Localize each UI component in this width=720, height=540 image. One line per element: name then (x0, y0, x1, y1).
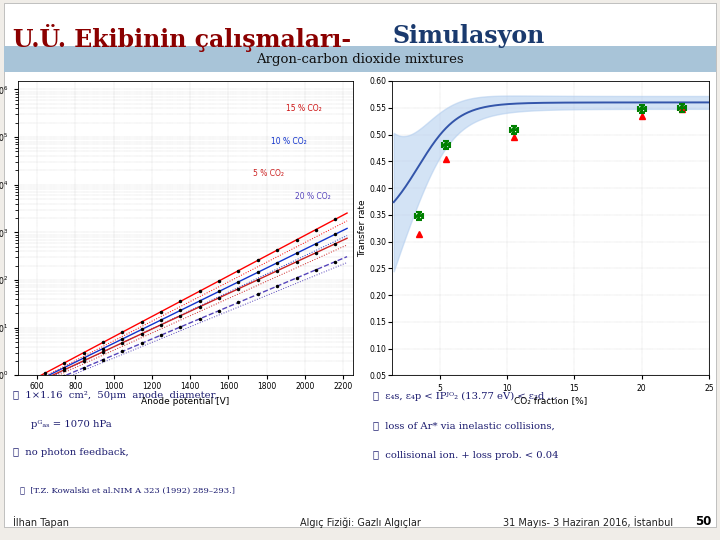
Y-axis label: Transfer rate: Transfer rate (358, 199, 367, 257)
Text: ❖  no photon feedback,: ❖ no photon feedback, (13, 448, 129, 457)
X-axis label: Anode potential [V]: Anode potential [V] (141, 397, 230, 406)
Text: 31 Mayıs- 3 Haziran 2016, İstanbul: 31 Mayıs- 3 Haziran 2016, İstanbul (503, 516, 673, 528)
Text: ❖  1×1.16  cm²,  50μm  anode  diameter,: ❖ 1×1.16 cm², 50μm anode diameter, (13, 392, 217, 401)
Text: Algıç Fiziği: Gazlı Algıçlar: Algıç Fiziği: Gazlı Algıçlar (300, 518, 420, 528)
FancyBboxPatch shape (4, 46, 716, 72)
Text: İlhan Tapan: İlhan Tapan (13, 516, 69, 528)
Text: 20 % CO₂: 20 % CO₂ (295, 192, 331, 201)
FancyBboxPatch shape (4, 3, 716, 526)
Text: 50: 50 (695, 515, 711, 528)
Text: Argon-carbon dioxide mixtures: Argon-carbon dioxide mixtures (256, 53, 464, 66)
Text: ❖  loss of Ar* via inelastic collisions,: ❖ loss of Ar* via inelastic collisions, (373, 421, 554, 430)
Text: U.Ü. Ekibinin çalışmaları-: U.Ü. Ekibinin çalışmaları- (13, 24, 359, 52)
Text: ❖  [T.Z. Kowalski et al.NIM A 323 (1992) 289–293.]: ❖ [T.Z. Kowalski et al.NIM A 323 (1992) … (20, 486, 235, 494)
Text: Simulasyon: Simulasyon (392, 24, 544, 48)
Text: pᴳₐₛ = 1070 hPa: pᴳₐₛ = 1070 hPa (31, 420, 112, 429)
Text: 10 % CO₂: 10 % CO₂ (271, 137, 306, 146)
Text: 5 % CO₂: 5 % CO₂ (253, 170, 284, 178)
Text: ❖  collisional ion. + loss prob. < 0.04: ❖ collisional ion. + loss prob. < 0.04 (373, 451, 559, 460)
X-axis label: CO₂ fraction [%]: CO₂ fraction [%] (514, 396, 588, 405)
Text: 15 % CO₂: 15 % CO₂ (286, 104, 322, 113)
Text: ❖  ε₄s, ε₄p < IPᴶᴼ₂ (13.77 eV) < ε₃d ...: ❖ ε₄s, ε₄p < IPᴶᴼ₂ (13.77 eV) < ε₃d ... (373, 392, 557, 401)
